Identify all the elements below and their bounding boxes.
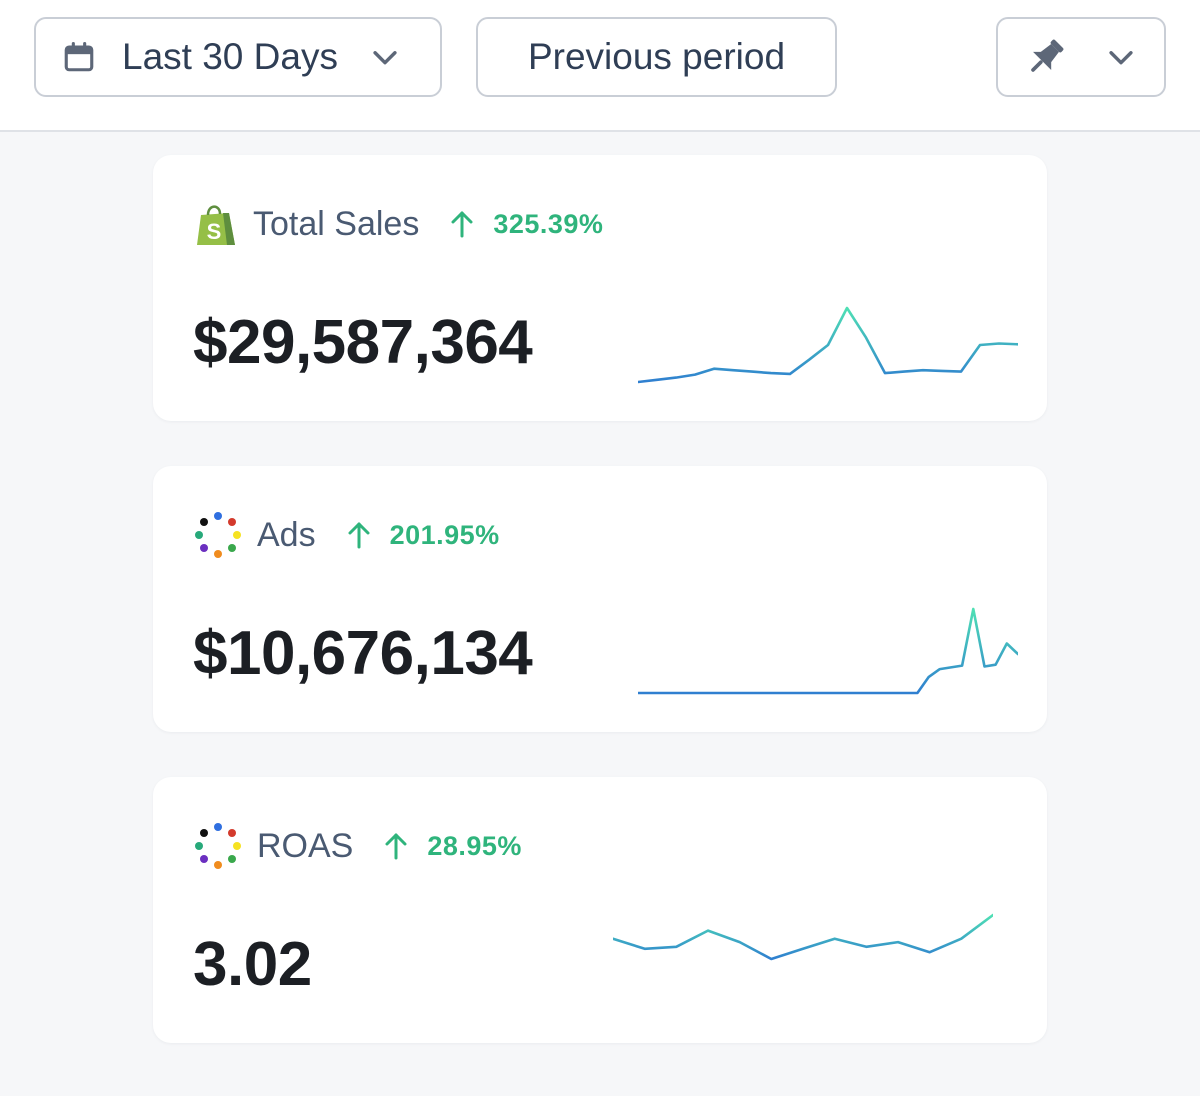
sparkline xyxy=(638,306,1018,384)
arrow-up-icon xyxy=(385,833,407,860)
dots-ring-icon xyxy=(195,512,241,558)
svg-text:S: S xyxy=(207,219,222,244)
sparkline-series xyxy=(638,607,1018,695)
chevron-down-icon xyxy=(373,51,397,65)
shopify-icon: S xyxy=(197,205,235,245)
card-title: Total Sales xyxy=(253,204,420,243)
card-header: ROAS 28.95% xyxy=(193,821,522,871)
sparkline-series xyxy=(638,306,1018,384)
metric-value: 3.02 xyxy=(193,930,312,999)
card-title: ROAS xyxy=(257,826,354,865)
toolbar: Last 30 Days Previous period xyxy=(0,0,1200,132)
pin-icon xyxy=(1031,39,1064,72)
dots-ring-icon xyxy=(195,823,241,869)
change-indicator: 28.95% xyxy=(383,831,522,862)
date-range-dropdown[interactable]: Last 30 Days xyxy=(34,17,442,97)
metric-card-total-sales[interactable]: S Total Sales 325.39% $29,587,364 xyxy=(153,155,1047,421)
arrow-up-icon xyxy=(348,522,370,549)
compare-period-button[interactable]: Previous period xyxy=(476,17,837,97)
date-range-label: Last 30 Days xyxy=(122,36,338,77)
change-value: 28.95% xyxy=(427,830,522,861)
metric-value: $29,587,364 xyxy=(193,308,533,377)
arrow-up-icon xyxy=(451,211,473,238)
change-value: 325.39% xyxy=(493,208,604,239)
pin-dropdown[interactable] xyxy=(996,17,1166,97)
metric-card-roas[interactable]: ROAS 28.95% 3.02 xyxy=(153,777,1047,1043)
change-indicator: 325.39% xyxy=(449,209,603,240)
card-header: Ads 201.95% xyxy=(193,510,500,560)
change-value: 201.95% xyxy=(389,519,500,550)
card-header: S Total Sales 325.39% xyxy=(193,199,603,249)
chevron-down-icon xyxy=(1109,51,1133,65)
metric-value: $10,676,134 xyxy=(193,619,533,688)
metric-card-ads[interactable]: Ads 201.95% $10,676,134 xyxy=(153,466,1047,732)
calendar-icon xyxy=(64,41,94,72)
sparkline-series xyxy=(613,913,993,961)
compare-period-label: Previous period xyxy=(527,36,786,77)
sparkline xyxy=(613,913,993,961)
change-indicator: 201.95% xyxy=(346,520,500,551)
sparkline xyxy=(638,607,1018,695)
card-title: Ads xyxy=(257,515,316,554)
